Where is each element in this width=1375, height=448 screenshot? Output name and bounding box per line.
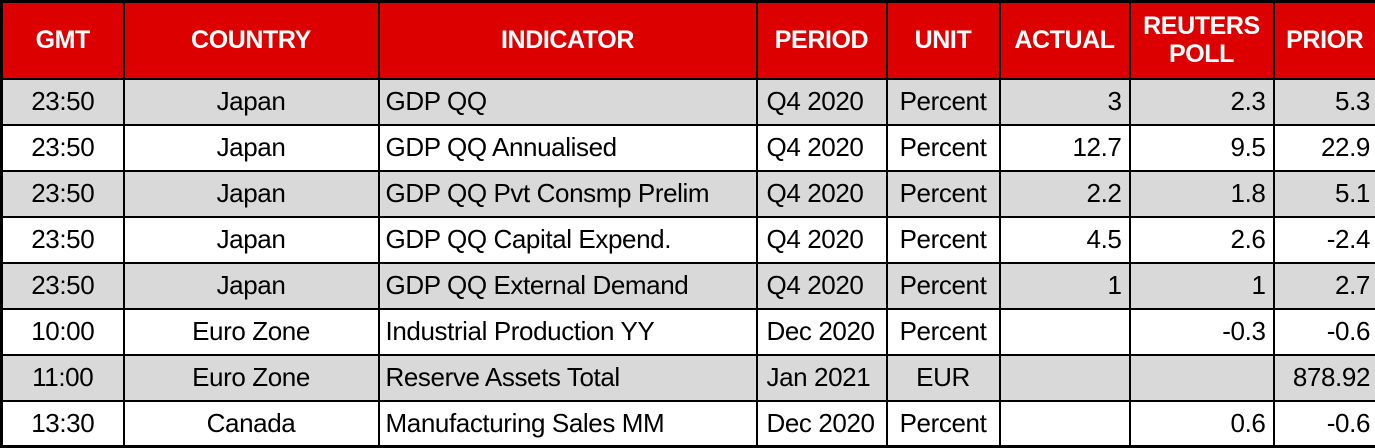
- cell-prior: 5.3: [1274, 79, 1375, 125]
- cell-unit: EUR: [887, 355, 1000, 401]
- cell-indicator: Manufacturing Sales MM: [379, 401, 757, 447]
- column-header-period: PERIOD: [757, 2, 887, 79]
- cell-country: Euro Zone: [124, 355, 379, 401]
- cell-prior: 5.1: [1274, 171, 1375, 217]
- cell-indicator: GDP QQ External Demand: [379, 263, 757, 309]
- cell-actual: 1: [1000, 263, 1130, 309]
- cell-country: Japan: [124, 263, 379, 309]
- cell-country: Japan: [124, 217, 379, 263]
- cell-indicator: GDP QQ: [379, 79, 757, 125]
- cell-unit: Percent: [887, 401, 1000, 447]
- cell-gmt: 23:50: [2, 79, 124, 125]
- cell-gmt: 10:00: [2, 309, 124, 355]
- cell-reuters-poll: 1.8: [1130, 171, 1274, 217]
- cell-gmt: 23:50: [2, 263, 124, 309]
- cell-unit: Percent: [887, 79, 1000, 125]
- column-header-reuters-poll: REUTERS POLL: [1130, 2, 1274, 79]
- cell-reuters-poll: 1: [1130, 263, 1274, 309]
- cell-prior: -0.6: [1274, 309, 1375, 355]
- cell-actual: [1000, 355, 1130, 401]
- column-header-actual: ACTUAL: [1000, 2, 1130, 79]
- cell-actual: 2.2: [1000, 171, 1130, 217]
- cell-period: Dec 2020: [757, 309, 887, 355]
- cell-reuters-poll: 0.6: [1130, 401, 1274, 447]
- cell-indicator: Reserve Assets Total: [379, 355, 757, 401]
- cell-reuters-poll: 9.5: [1130, 125, 1274, 171]
- cell-reuters-poll: [1130, 355, 1274, 401]
- cell-actual: 12.7: [1000, 125, 1130, 171]
- cell-gmt: 23:50: [2, 171, 124, 217]
- cell-indicator: Industrial Production YY: [379, 309, 757, 355]
- cell-period: Dec 2020: [757, 401, 887, 447]
- cell-actual: [1000, 309, 1130, 355]
- cell-indicator: GDP QQ Capital Expend.: [379, 217, 757, 263]
- cell-prior: -2.4: [1274, 217, 1375, 263]
- cell-period: Q4 2020: [757, 125, 887, 171]
- cell-actual: 3: [1000, 79, 1130, 125]
- cell-prior: 878.92: [1274, 355, 1375, 401]
- cell-prior: -0.6: [1274, 401, 1375, 447]
- cell-country: Japan: [124, 171, 379, 217]
- cell-indicator: GDP QQ Annualised: [379, 125, 757, 171]
- cell-period: Q4 2020: [757, 217, 887, 263]
- cell-gmt: 23:50: [2, 217, 124, 263]
- cell-indicator: GDP QQ Pvt Consmp Prelim: [379, 171, 757, 217]
- cell-period: Jan 2021: [757, 355, 887, 401]
- cell-prior: 22.9: [1274, 125, 1375, 171]
- cell-country: Japan: [124, 79, 379, 125]
- cell-country: Euro Zone: [124, 309, 379, 355]
- cell-prior: 2.7: [1274, 263, 1375, 309]
- cell-actual: [1000, 401, 1130, 447]
- column-header-gmt: GMT: [2, 2, 124, 79]
- cell-reuters-poll: 2.3: [1130, 79, 1274, 125]
- cell-unit: Percent: [887, 309, 1000, 355]
- column-header-country: COUNTRY: [124, 2, 379, 79]
- cell-country: Canada: [124, 401, 379, 447]
- cell-gmt: 11:00: [2, 355, 124, 401]
- cell-gmt: 13:30: [2, 401, 124, 447]
- column-header-prior: PRIOR: [1274, 2, 1375, 79]
- column-header-unit: UNIT: [887, 2, 1000, 79]
- cell-unit: Percent: [887, 171, 1000, 217]
- cell-reuters-poll: 2.6: [1130, 217, 1274, 263]
- cell-unit: Percent: [887, 217, 1000, 263]
- cell-country: Japan: [124, 125, 379, 171]
- cell-period: Q4 2020: [757, 171, 887, 217]
- cell-gmt: 23:50: [2, 125, 124, 171]
- cell-unit: Percent: [887, 125, 1000, 171]
- cell-unit: Percent: [887, 263, 1000, 309]
- column-header-indicator: INDICATOR: [379, 2, 757, 79]
- cell-reuters-poll: -0.3: [1130, 309, 1274, 355]
- cell-actual: 4.5: [1000, 217, 1130, 263]
- cell-period: Q4 2020: [757, 263, 887, 309]
- cell-period: Q4 2020: [757, 79, 887, 125]
